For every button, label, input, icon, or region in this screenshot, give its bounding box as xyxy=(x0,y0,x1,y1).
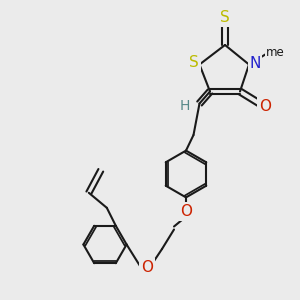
Text: S: S xyxy=(189,55,199,70)
Text: O: O xyxy=(181,204,193,219)
Text: me: me xyxy=(266,46,284,59)
Text: S: S xyxy=(220,11,230,26)
Text: N: N xyxy=(249,56,261,70)
Text: O: O xyxy=(259,99,271,114)
Text: O: O xyxy=(141,260,153,274)
Text: H: H xyxy=(179,99,190,112)
